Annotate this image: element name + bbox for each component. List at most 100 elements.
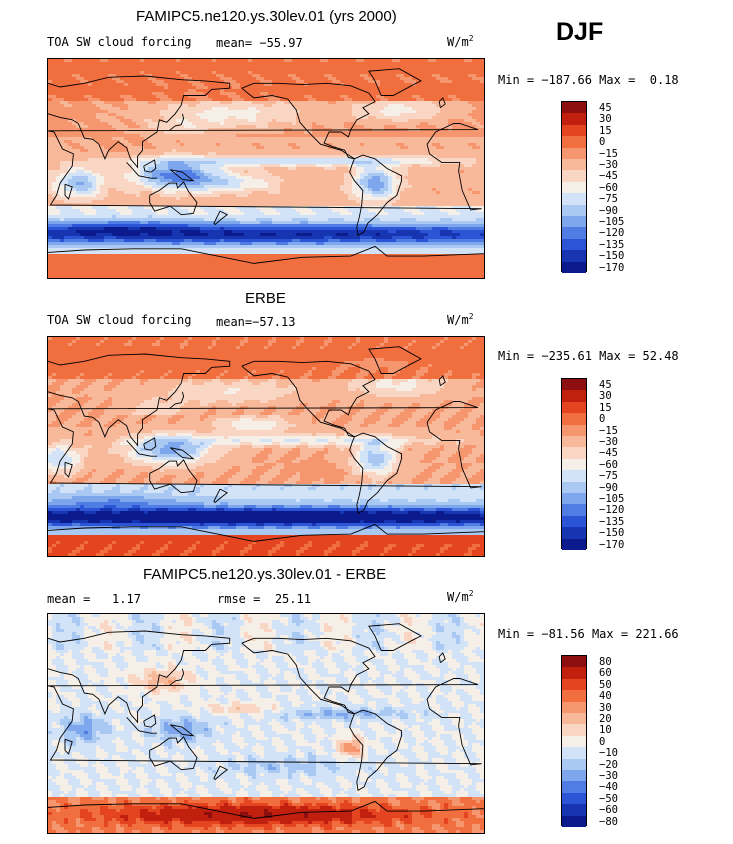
map-cell — [336, 749, 341, 753]
map-cell — [476, 376, 484, 380]
map-cell — [228, 623, 245, 627]
map-cell — [48, 523, 53, 527]
map-cell — [280, 737, 293, 741]
map-cell — [408, 361, 484, 365]
coastline — [126, 162, 157, 179]
map-cell — [68, 179, 89, 183]
map-cell — [80, 713, 93, 717]
map-cell — [208, 725, 217, 729]
map-cell — [348, 367, 361, 371]
map-cell — [108, 221, 141, 225]
map-cell — [320, 629, 325, 633]
map-cell — [372, 644, 381, 648]
map-cell — [92, 421, 109, 425]
map-cell — [128, 797, 141, 801]
map-cell — [412, 698, 425, 702]
map-cell — [360, 662, 365, 666]
map-cell — [348, 779, 361, 783]
map-cell — [168, 767, 181, 771]
map-cell — [324, 457, 349, 461]
map-cell — [400, 623, 409, 627]
map-cell — [392, 403, 413, 407]
map-cell — [436, 650, 449, 654]
map-cell — [216, 508, 225, 512]
map-cell — [104, 385, 117, 389]
map-cell — [96, 707, 113, 711]
map-cell — [472, 779, 484, 783]
map-cell — [164, 376, 189, 380]
map-cell — [336, 436, 341, 440]
panel1-mean: mean= −55.97 — [216, 36, 303, 50]
map-cell — [324, 746, 333, 750]
map-cell — [132, 167, 141, 171]
map-cell — [392, 671, 397, 675]
map-cell — [392, 119, 409, 123]
map-cell — [444, 776, 457, 780]
map-cell — [264, 644, 273, 648]
map-cell — [108, 122, 125, 126]
map-cell — [468, 466, 484, 470]
map-cell — [344, 692, 357, 696]
map-cell — [240, 481, 257, 485]
map-cell — [472, 448, 484, 452]
map-cell — [352, 550, 361, 554]
map-cell — [152, 176, 165, 180]
map-cell — [244, 188, 281, 192]
map-cell — [148, 776, 177, 780]
map-cell — [424, 749, 437, 753]
map-cell — [248, 620, 253, 624]
map-cell — [200, 523, 205, 527]
map-cell — [264, 463, 277, 467]
map-cell — [116, 662, 129, 666]
colorbar-tick-label: 45 — [599, 102, 612, 114]
map-cell — [392, 191, 397, 195]
map-cell — [92, 782, 97, 786]
map-cell — [220, 89, 225, 93]
map-cell — [364, 358, 385, 362]
map-cell — [372, 161, 401, 165]
map-cell — [284, 179, 345, 183]
map-cell — [96, 194, 109, 198]
map-cell — [80, 233, 97, 237]
map-cell — [84, 626, 89, 630]
map-cell — [288, 713, 297, 717]
map-cell — [308, 629, 321, 633]
map-cell — [152, 689, 157, 693]
map-cell — [396, 680, 413, 684]
map-cell — [428, 671, 441, 675]
map-cell — [472, 553, 484, 556]
map-cell — [156, 647, 161, 651]
map-cell — [120, 436, 145, 440]
map-cell — [440, 454, 453, 458]
map-cell — [248, 695, 261, 699]
map-cell — [108, 689, 149, 693]
map-cell — [212, 794, 237, 798]
map-cell — [460, 731, 473, 735]
map-cell — [188, 164, 201, 168]
map-cell — [64, 695, 77, 699]
map-cell — [204, 677, 209, 681]
map-cell — [276, 119, 297, 123]
map-cell — [356, 641, 373, 645]
coastline — [168, 113, 185, 132]
map-cell — [288, 776, 293, 780]
map-cell — [296, 689, 309, 693]
map-cell — [216, 650, 229, 654]
map-cell — [392, 176, 397, 180]
map-cell — [300, 794, 313, 798]
map-cell — [256, 656, 269, 660]
colorbar-box — [562, 216, 586, 228]
map-cell — [452, 653, 465, 657]
map-cell — [272, 740, 285, 744]
map-cell — [212, 553, 217, 556]
map-cell — [352, 176, 361, 180]
map-cell — [468, 101, 484, 105]
map-cell — [472, 761, 477, 765]
map-cell — [336, 758, 349, 762]
map-cell — [128, 800, 133, 804]
map-cell — [236, 689, 245, 693]
map-cell — [60, 689, 85, 693]
map-cell — [272, 707, 277, 711]
colorbar-tick-label: −45 — [599, 170, 618, 183]
map-cell — [440, 164, 465, 168]
